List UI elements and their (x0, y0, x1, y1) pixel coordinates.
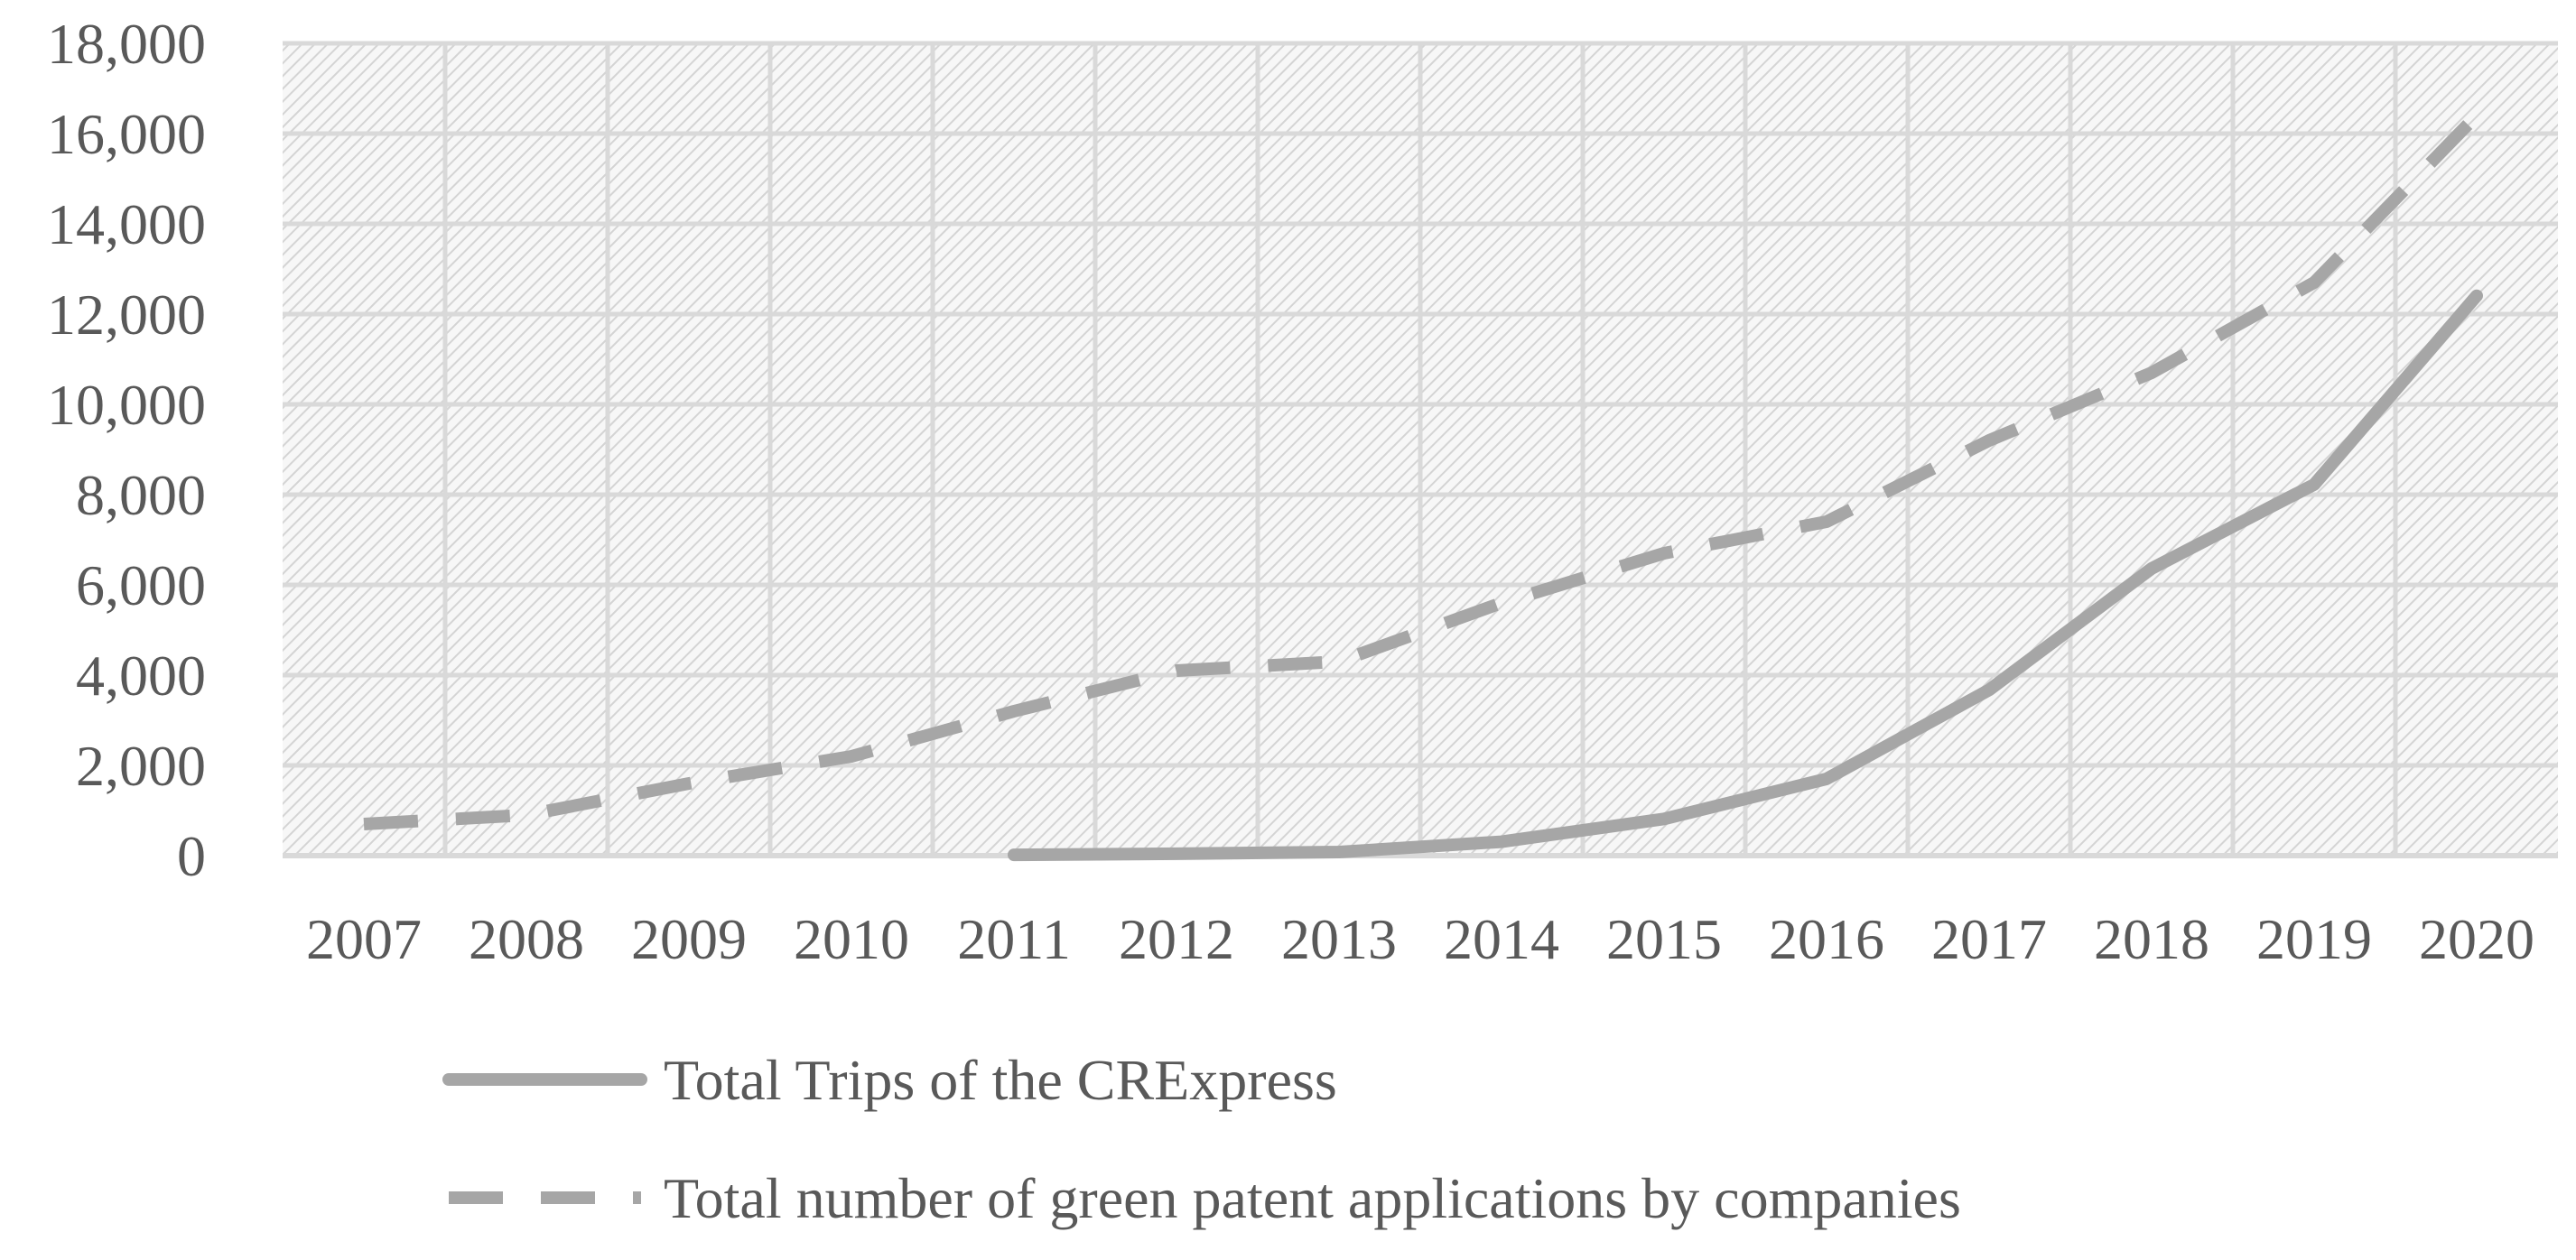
series-lines (363, 111, 2483, 862)
y-tick-label: 10,000 (47, 373, 206, 437)
legend: Total Trips of the CRExpress Total number… (442, 1048, 1961, 1230)
x-tick-label: 2013 (1281, 907, 1397, 971)
x-axis: 2007 2008 2009 2010 2011 2012 2013 2014 2015 2016… (306, 907, 2534, 971)
y-tick-label: 18,000 (47, 12, 206, 76)
x-tick-label: 2010 (794, 907, 909, 971)
x-tick-label: 2007 (306, 907, 422, 971)
y-tick-label: 0 (177, 824, 206, 888)
y-tick-label: 4,000 (76, 644, 206, 708)
x-tick-label: 2019 (2256, 907, 2372, 971)
y-axis: 0 2,000 4,000 6,000 8,000 10,000 12,000 14,000 1… (47, 12, 206, 888)
x-tick-label: 2012 (1119, 907, 1234, 971)
y-tick-label: 8,000 (76, 463, 206, 527)
x-tick-label: 2016 (1769, 907, 1884, 971)
legend-label: Total Trips of the CRExpress (664, 1048, 1337, 1112)
x-tick-label: 2018 (2094, 907, 2209, 971)
y-tick-label: 16,000 (47, 102, 206, 166)
gridlines (283, 41, 2558, 858)
series-line-1 (1008, 289, 2483, 862)
legend-item: Total number of green patent application… (449, 1166, 1961, 1230)
y-tick-label: 14,000 (47, 192, 206, 256)
y-tick-label: 12,000 (47, 283, 206, 347)
x-tick-label: 2008 (469, 907, 584, 971)
legend-item: Total Trips of the CRExpress (442, 1048, 1337, 1112)
x-tick-label: 2011 (957, 907, 1071, 971)
y-tick-label: 2,000 (76, 734, 206, 798)
x-tick-label: 2014 (1444, 907, 1559, 971)
x-tick-label: 2017 (1931, 907, 2047, 971)
x-tick-label: 2015 (1606, 907, 1722, 971)
y-tick-label: 6,000 (76, 553, 206, 617)
x-tick-label: 2009 (631, 907, 747, 971)
x-tick-label: 2020 (2419, 907, 2534, 971)
legend-label: Total number of green patent application… (664, 1166, 1961, 1230)
